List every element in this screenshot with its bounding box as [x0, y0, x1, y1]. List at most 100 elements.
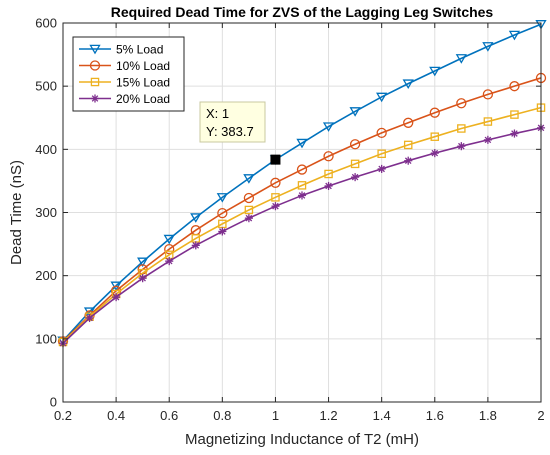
data-point	[430, 132, 440, 141]
series-line	[62, 106, 542, 343]
data-point	[376, 127, 387, 139]
data-point	[323, 151, 334, 162]
marker-stroke	[139, 274, 146, 282]
legend-item[interactable]: 15% Load	[79, 76, 170, 90]
series-20-load	[58, 123, 546, 348]
data-point	[510, 129, 519, 138]
y-tick-label: 200	[35, 268, 57, 283]
data-point	[324, 181, 333, 191]
data-point	[350, 159, 360, 169]
x-axis-label: Magnetizing Inductance of T2 (mH)	[185, 431, 419, 448]
data-point	[191, 241, 200, 250]
marker-stroke	[458, 142, 465, 150]
datatip[interactable]: X: 1 Y: 383.7	[199, 101, 281, 165]
y-tick-label: 0	[50, 395, 57, 410]
data-point	[271, 193, 280, 202]
legend-item[interactable]: 20% Load	[79, 92, 170, 106]
datatip-marker[interactable]	[270, 154, 281, 165]
datatip-x: X: 1	[206, 106, 229, 121]
legend-marker	[89, 44, 101, 55]
data-point	[483, 117, 493, 126]
y-tick-labels: 0 100 200 300 400 500 600	[35, 16, 57, 410]
marker-stroke	[378, 165, 385, 173]
data-point	[137, 257, 149, 268]
datatip-y: Y: 383.7	[206, 124, 254, 139]
data-point	[482, 89, 494, 100]
legend-label: 20% Load	[116, 92, 170, 106]
x-tick-label: 2	[537, 408, 544, 423]
data-point	[297, 181, 307, 190]
data-point	[403, 140, 413, 150]
legend-item[interactable]: 5% Load	[79, 43, 163, 57]
y-tick-label: 500	[35, 79, 57, 94]
data-point	[270, 177, 281, 188]
data-point	[324, 169, 333, 179]
data-point	[164, 243, 175, 255]
data-point	[509, 81, 520, 92]
data-point	[190, 213, 202, 223]
x-tick-label: 0.8	[213, 408, 231, 423]
datatip-box	[199, 101, 266, 143]
marker-stroke	[431, 149, 439, 157]
y-tick-label: 300	[35, 205, 57, 220]
marker-stroke	[298, 192, 306, 199]
marker-stroke	[192, 242, 200, 249]
data-point	[457, 124, 466, 133]
data-point	[482, 42, 494, 52]
legend-marker	[89, 60, 101, 71]
data-point	[377, 149, 386, 159]
y-tick-label: 400	[35, 142, 57, 157]
y-axis-label: Dead Time (nS)	[8, 160, 25, 265]
data-point	[535, 20, 547, 30]
series-layer	[57, 20, 547, 348]
data-point	[322, 122, 335, 132]
data-point	[457, 142, 466, 151]
data-point	[85, 313, 94, 323]
legend-label: 5% Load	[116, 43, 163, 57]
marker-stroke	[272, 202, 279, 210]
data-point	[456, 98, 467, 109]
legend[interactable]: 5% Load 10% Load 15% Load 20% Load	[72, 36, 185, 112]
ticks	[62, 22, 542, 403]
legend-label: 15% Load	[116, 76, 170, 90]
data-point	[510, 110, 519, 119]
x-tick-label: 1.8	[479, 408, 497, 423]
marker-stroke	[219, 228, 226, 235]
data-point	[296, 138, 308, 149]
marker-stroke	[245, 214, 253, 222]
marker-stroke	[511, 130, 518, 137]
data-point	[351, 173, 360, 182]
y-tick-label: 600	[35, 16, 57, 31]
data-point	[110, 281, 122, 292]
data-point	[377, 164, 386, 173]
data-point	[112, 293, 121, 302]
data-point	[455, 54, 467, 64]
legend-label: 10% Load	[116, 59, 170, 73]
data-point	[483, 135, 492, 144]
y-tick-label: 100	[35, 331, 57, 346]
data-point	[430, 149, 439, 158]
marker-stroke	[351, 173, 359, 181]
data-point	[296, 164, 308, 175]
data-point	[349, 139, 361, 150]
data-point	[403, 117, 414, 128]
marker-stroke	[165, 257, 173, 265]
marker-stroke	[325, 182, 332, 190]
data-point	[244, 205, 254, 215]
legend-item[interactable]: 10% Load	[79, 59, 170, 73]
x-tick-label: 0.2	[54, 408, 72, 423]
marker-stroke	[86, 314, 93, 322]
data-point	[404, 156, 413, 165]
legend-marker	[90, 77, 100, 87]
data-point	[243, 174, 255, 184]
data-point	[508, 30, 521, 41]
data-point	[349, 107, 361, 117]
data-point	[163, 234, 175, 245]
data-point	[216, 193, 228, 203]
x-tick-label: 0.6	[160, 408, 178, 423]
marker-stroke	[91, 95, 99, 102]
data-point	[243, 192, 255, 204]
legend-marker	[90, 94, 100, 103]
x-tick-labels: 0.2 0.4 0.6 0.8 1 1.2 1.4 1.6 1.8 2	[54, 408, 545, 423]
